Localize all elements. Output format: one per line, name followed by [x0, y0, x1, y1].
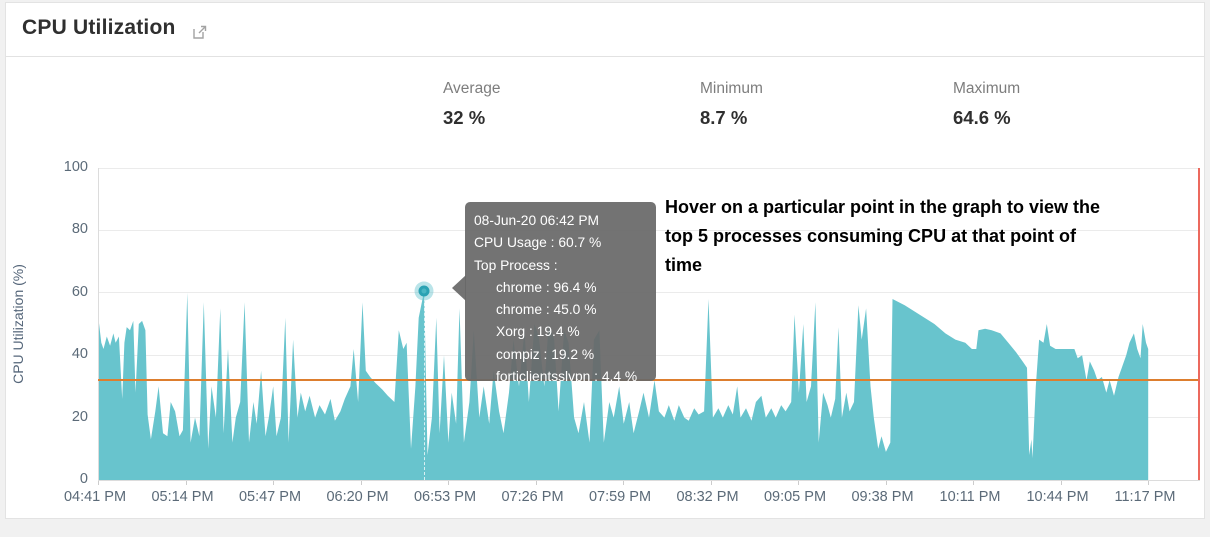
tooltip-timestamp: 08-Jun-20 06:42 PM	[474, 213, 600, 228]
x-tick-label: 04:41 PM	[63, 489, 127, 505]
x-tick-label: 07:59 PM	[588, 489, 652, 505]
x-tick-label: 05:14 PM	[151, 489, 214, 505]
y-tick-label: 0	[79, 471, 88, 487]
x-tick-mark	[1148, 481, 1149, 485]
stat-minimum-value: 8.7 %	[700, 107, 748, 128]
stat-minimum-label: Minimum	[700, 80, 763, 97]
stat-average-value: 32 %	[443, 107, 486, 128]
instruction-annotation: Hover on a particular point in the graph…	[665, 197, 1101, 275]
x-tick-mark	[885, 481, 887, 485]
y-tick-label: 60	[71, 283, 88, 300]
hover-marker-dashed-line	[423, 297, 425, 480]
x-tick-mark	[798, 481, 799, 485]
x-tick-label: 05:47 PM	[238, 489, 302, 505]
tooltip-top-process-label: Top Process :	[474, 257, 558, 273]
cpu-area-series	[98, 290, 1149, 480]
tooltip-process: compiz : 19.2 %	[496, 346, 595, 362]
x-tick-mark	[185, 481, 187, 485]
x-tick-mark	[273, 481, 274, 485]
tooltip-process: forticlientsslvpn : 4.4 %	[496, 369, 638, 385]
y-tick-label: 100	[63, 159, 88, 175]
stat-minimum: Minimum 8.7 %	[700, 80, 763, 129]
y-axis-line	[98, 168, 99, 480]
x-tick-label: 11:17 PM	[1114, 489, 1176, 505]
x-tick-mark	[1060, 481, 1062, 485]
x-tick-mark	[973, 481, 974, 485]
x-tick-mark	[623, 481, 624, 485]
y-tick-label: 80	[71, 221, 88, 238]
external-link-icon[interactable]	[193, 25, 207, 39]
title-divider	[6, 56, 1204, 57]
x-tick-label: 09:05 PM	[763, 489, 827, 505]
y-tick-label: 20	[71, 408, 88, 425]
plot-end-line	[1198, 168, 1200, 480]
x-tick-mark	[448, 481, 449, 485]
y-tick-label: 40	[71, 346, 88, 363]
x-axis-line	[98, 480, 1200, 481]
tooltip-process: chrome : 96.4 %	[496, 279, 597, 295]
x-tick-label: 10:11 PM	[939, 489, 1001, 505]
tooltip-process: chrome : 45.0 %	[496, 302, 597, 318]
y-axis-title: CPU Utilization (%)	[10, 264, 26, 384]
hover-marker-point[interactable]	[418, 285, 430, 297]
x-tick-label: 06:53 PM	[413, 489, 477, 505]
y-gridline	[98, 167, 1200, 169]
page-title: CPU Utilization	[22, 16, 176, 39]
x-tick-label: 09:38 PM	[851, 489, 914, 505]
stat-average: Average 32 %	[443, 80, 500, 129]
stat-maximum-label: Maximum	[953, 80, 1021, 97]
tooltip-cpu-usage: CPU Usage : 60.7 %	[474, 235, 602, 251]
y-gridline	[98, 417, 1200, 419]
stat-average-label: Average	[443, 80, 501, 97]
x-tick-mark	[710, 481, 712, 485]
stat-maximum-value: 64.6 %	[953, 107, 1011, 128]
x-tick-label: 08:32 PM	[676, 489, 739, 505]
x-tick-label: 07:26 PM	[501, 489, 564, 505]
x-tick-label: 10:44 PM	[1026, 489, 1089, 505]
x-tick-mark	[360, 481, 362, 485]
tooltip-process: Xorg : 19.4 %	[496, 324, 580, 340]
hover-tooltip: 08-Jun-20 06:42 PM CPU Usage : 60.7 % To…	[452, 202, 656, 384]
x-tick-mark	[98, 481, 99, 485]
x-tick-mark	[535, 481, 537, 485]
x-tick-label: 06:20 PM	[326, 489, 389, 505]
stat-maximum: Maximum 64.6 %	[953, 80, 1020, 129]
